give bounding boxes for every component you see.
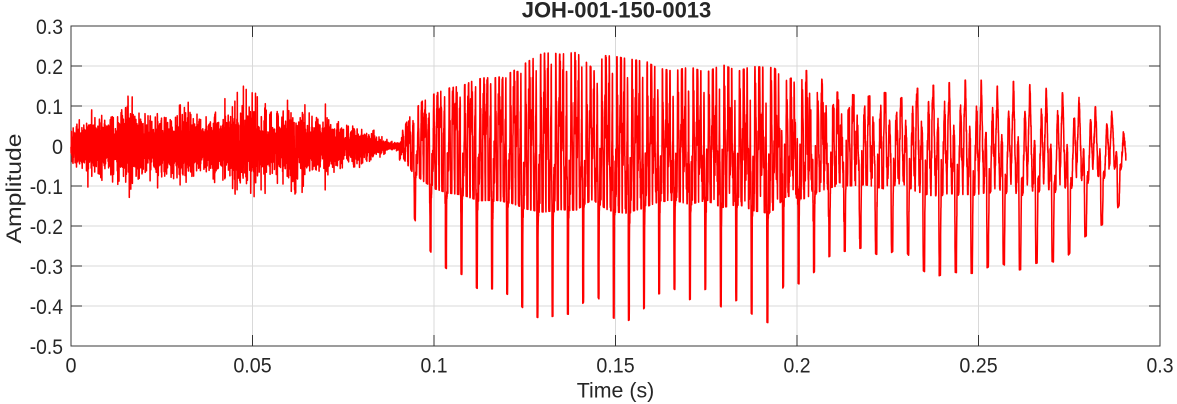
svg-text:0.2: 0.2 — [784, 352, 811, 377]
svg-text:0.25: 0.25 — [959, 352, 997, 377]
svg-text:-0.3: -0.3 — [30, 254, 63, 279]
svg-text:JOH-001-150-0013: JOH-001-150-0013 — [522, 0, 712, 23]
svg-text:-0.1: -0.1 — [30, 174, 63, 199]
svg-text:0.15: 0.15 — [596, 352, 634, 377]
svg-text:0.2: 0.2 — [36, 54, 63, 79]
svg-text:0: 0 — [52, 134, 63, 159]
svg-text:0.3: 0.3 — [36, 14, 63, 39]
svg-text:0.05: 0.05 — [233, 352, 271, 377]
svg-text:Time (s): Time (s) — [577, 380, 655, 403]
svg-text:0.1: 0.1 — [36, 94, 63, 119]
svg-text:-0.2: -0.2 — [30, 214, 63, 239]
svg-text:0.3: 0.3 — [1147, 352, 1174, 377]
svg-text:Amplitude: Amplitude — [3, 134, 26, 244]
svg-text:0: 0 — [66, 352, 77, 377]
svg-text:-0.4: -0.4 — [30, 294, 63, 319]
svg-text:-0.5: -0.5 — [30, 334, 63, 359]
svg-text:0.1: 0.1 — [421, 352, 448, 377]
